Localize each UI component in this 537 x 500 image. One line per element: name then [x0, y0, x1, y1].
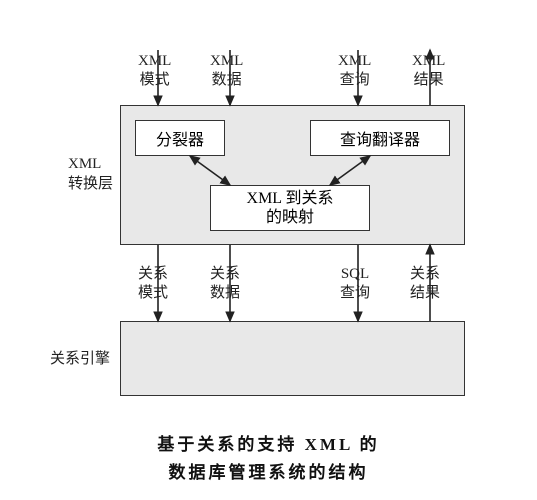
query-translator-label: 查询翻译器 — [340, 126, 420, 150]
caption-line-2: 数据库管理系统的结构 — [0, 458, 537, 483]
splitter-label: 分裂器 — [156, 126, 204, 150]
mid-label-4: 关系 结果 — [410, 265, 440, 303]
diagram-canvas: 分裂器 查询翻译器 XML 到关系 的映射 XML 模式 XML 数据 XML … — [0, 0, 537, 500]
splitter-box: 分裂器 — [135, 120, 225, 156]
top-label-2: XML 数据 — [210, 52, 243, 90]
mapping-box: XML 到关系 的映射 — [210, 185, 370, 231]
mapping-label: XML 到关系 的映射 — [247, 189, 334, 227]
relation-engine-label: 关系引擎 — [50, 350, 110, 370]
mid-label-1: 关系 模式 — [138, 265, 168, 303]
arrows-layer — [0, 0, 537, 500]
caption-line-1: 基于关系的支持 XML 的 — [0, 430, 537, 455]
query-translator-box: 查询翻译器 — [310, 120, 450, 156]
mid-label-2: 关系 数据 — [210, 265, 240, 303]
mid-label-3: SQL 查询 — [340, 265, 370, 303]
top-label-4: XML 结果 — [412, 52, 445, 90]
top-label-1: XML 模式 — [138, 52, 171, 90]
conversion-layer-label: XML 转换层 — [68, 155, 113, 194]
relation-engine-box — [120, 321, 465, 396]
top-label-3: XML 查询 — [338, 52, 371, 90]
